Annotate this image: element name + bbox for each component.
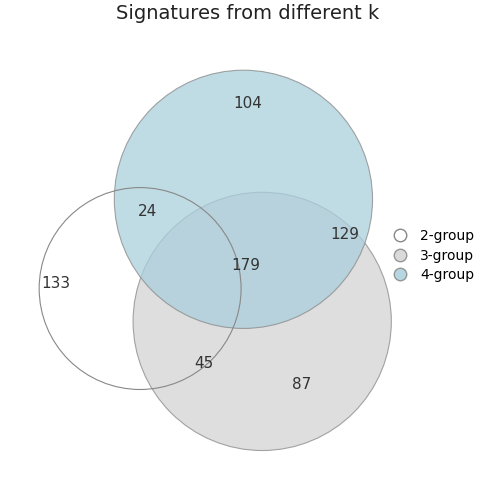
- Text: 133: 133: [41, 276, 70, 291]
- Text: 87: 87: [292, 377, 312, 392]
- Text: 45: 45: [194, 356, 213, 371]
- Circle shape: [114, 70, 372, 329]
- Text: 24: 24: [138, 204, 157, 219]
- Text: 179: 179: [231, 258, 260, 273]
- Circle shape: [133, 192, 391, 451]
- Text: 104: 104: [234, 96, 263, 110]
- Legend: 2-group, 3-group, 4-group: 2-group, 3-group, 4-group: [387, 229, 474, 282]
- Title: Signatures from different k: Signatures from different k: [116, 4, 380, 23]
- Text: 129: 129: [330, 227, 359, 242]
